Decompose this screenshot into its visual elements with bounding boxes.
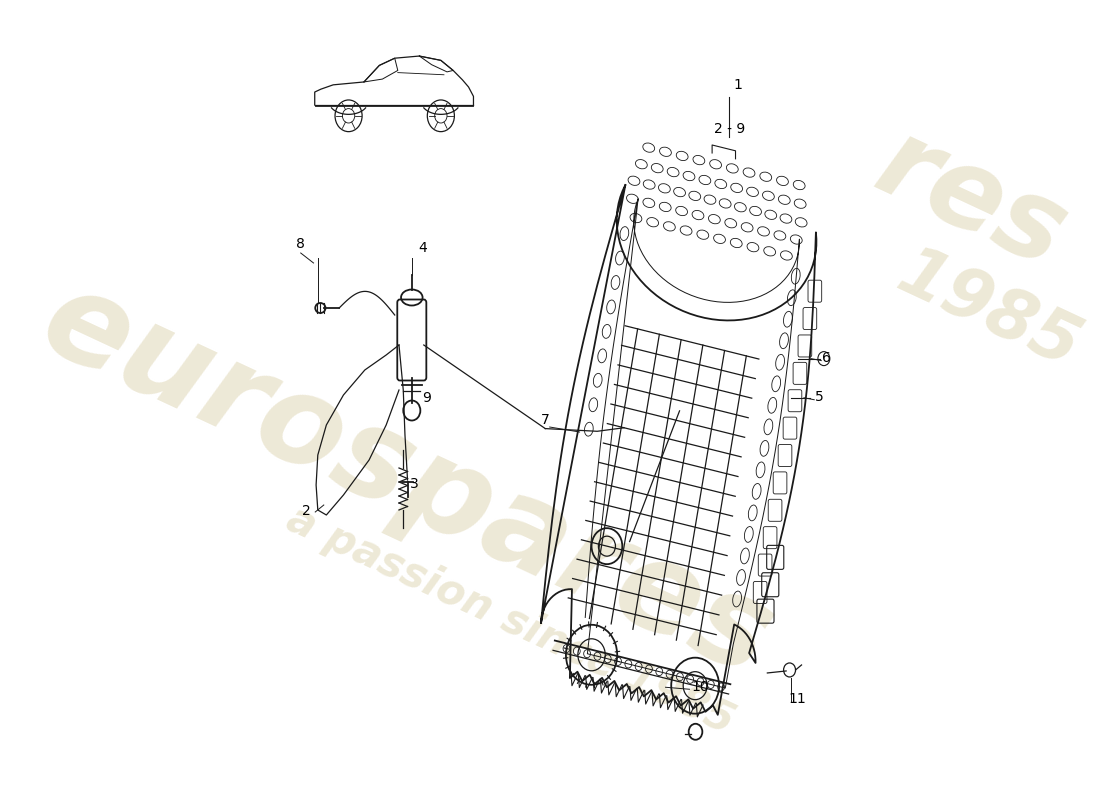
Text: 9: 9	[422, 391, 431, 406]
Text: 1985: 1985	[887, 238, 1090, 382]
Text: 2: 2	[302, 504, 311, 518]
Text: 8: 8	[296, 237, 306, 251]
Text: eurospares: eurospares	[24, 258, 791, 702]
Text: res: res	[860, 110, 1084, 290]
Text: 2 - 9: 2 - 9	[714, 122, 745, 136]
Text: 1: 1	[734, 78, 742, 92]
Text: 6: 6	[822, 350, 830, 365]
Text: 4: 4	[419, 242, 428, 255]
Text: 10: 10	[691, 680, 708, 694]
Text: 7: 7	[541, 413, 550, 427]
Text: 5: 5	[815, 390, 824, 404]
Text: 3: 3	[410, 477, 419, 491]
Text: 11: 11	[789, 692, 806, 706]
Text: a passion since 1985: a passion since 1985	[279, 498, 740, 742]
